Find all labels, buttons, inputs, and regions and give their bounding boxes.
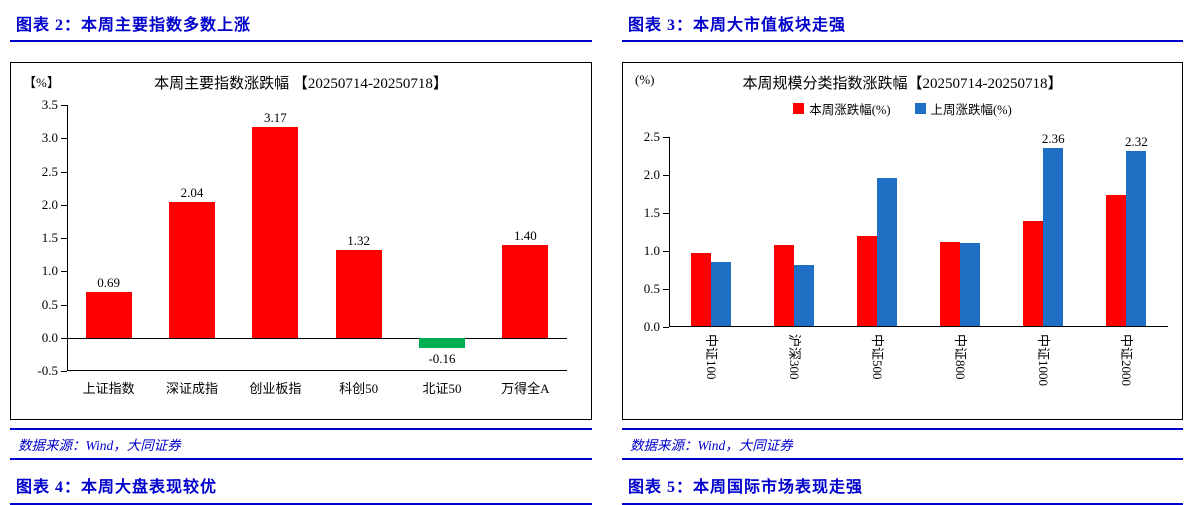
- bar: [876, 178, 897, 326]
- y-tick-label: 1.5: [643, 205, 660, 220]
- bar: [85, 291, 132, 338]
- y-tick-label: 2.5: [643, 129, 660, 144]
- y-tick-mark: [663, 175, 669, 176]
- legend-item: 本周涨跌幅(%): [793, 99, 891, 118]
- bar-value-label: 1.40: [513, 227, 537, 243]
- chart2-title: 本周主要指数涨跌幅 【20250714-20250718】: [154, 76, 448, 92]
- y-tick-mark: [61, 305, 67, 306]
- bar-value-label: 0.69: [97, 274, 121, 290]
- bar-value-label: -0.16: [428, 351, 456, 367]
- y-tick-mark: [61, 338, 67, 339]
- bar-value-label: 2.36: [1041, 130, 1065, 146]
- y-tick-label: 0.5: [41, 297, 58, 312]
- bar: [419, 337, 465, 349]
- chart3-data-source: 数据来源：Wind，大同证券: [622, 428, 1183, 460]
- y-tick-label: 0.0: [41, 330, 58, 345]
- y-tick-mark: [663, 251, 669, 252]
- bar-value-label: 3.17: [263, 109, 287, 125]
- x-category-label: 中证500: [869, 334, 885, 380]
- y-tick-mark: [61, 138, 67, 139]
- legend-swatch: [914, 103, 926, 114]
- bar: [793, 265, 814, 326]
- y-tick-label: 1.0: [41, 263, 58, 278]
- bar: [940, 241, 961, 326]
- bar-value-label: 2.32: [1125, 133, 1148, 149]
- y-tick-label: 0.0: [643, 319, 660, 334]
- bar: [856, 235, 877, 326]
- chart2-header: 图表 2：本周主要指数多数上涨: [10, 8, 592, 42]
- legend-swatch: [793, 103, 805, 114]
- chart3-title: 本周规模分类指数涨跌幅【20250714-20250718】: [742, 76, 1063, 92]
- y-tick-mark: [663, 327, 669, 328]
- bar: [690, 252, 711, 326]
- y-tick-label: 0.5: [643, 281, 660, 296]
- chart3-unit-label: (%): [635, 72, 655, 87]
- chart2-data-source: 数据来源：Wind，大同证券: [10, 428, 592, 460]
- x-category-label: 沪深300: [786, 334, 802, 380]
- legend-label: 上周涨跌幅(%): [930, 103, 1012, 117]
- y-tick-label: 2.5: [41, 164, 58, 179]
- right-column: 图表 3：本周大市值板块走强 (%) 本周规模分类指数涨跌幅【20250714-…: [622, 8, 1183, 505]
- chart4-header: 图表 4：本周大盘表现较优: [10, 470, 592, 505]
- y-axis-line: [67, 105, 68, 371]
- legend-item: 上周涨跌幅(%): [914, 99, 1012, 118]
- x-category-label: 北证50: [422, 381, 462, 396]
- y-tick-label: 1.5: [41, 230, 58, 245]
- y-tick-mark: [61, 205, 67, 206]
- bar: [252, 126, 299, 338]
- y-tick-label: -0.5: [37, 363, 58, 378]
- chart2-figure: 【%】 本周主要指数涨跌幅 【20250714-20250718】 -0.5 0.…: [10, 62, 592, 420]
- bar: [1106, 194, 1127, 326]
- legend-label: 本周涨跌幅(%): [809, 103, 891, 117]
- y-tick-label: 2.0: [643, 167, 660, 182]
- y-tick-mark: [61, 371, 67, 372]
- bar: [773, 244, 794, 326]
- x-category-label: 中证2000: [1119, 334, 1135, 387]
- x-category-label: 中证100: [703, 334, 719, 380]
- bar: [1126, 150, 1147, 326]
- y-tick-mark: [61, 105, 67, 106]
- y-tick-mark: [663, 213, 669, 214]
- bar: [1043, 147, 1064, 326]
- bar: [335, 249, 382, 338]
- y-tick-label: 3.0: [41, 130, 58, 145]
- bar: [710, 262, 731, 326]
- chart3-legend: 本周涨跌幅(%) 上周涨跌幅(%): [623, 99, 1182, 118]
- chart2-plot: -0.5 0.0 0.5 1.0 1.5 2.0 2.5 3.0 3.5 0.69 上证指数 2.04…: [37, 97, 567, 396]
- y-tick-mark: [663, 137, 669, 138]
- bar: [960, 242, 981, 326]
- y-tick-label: 2.0: [41, 197, 58, 212]
- zero-axis-line: [67, 338, 567, 339]
- y-tick-mark: [61, 238, 67, 239]
- bar-value-label: 1.32: [347, 232, 371, 248]
- y-tick-label: 1.0: [643, 243, 660, 258]
- y-axis-line: [669, 137, 670, 327]
- y-tick-label: 3.5: [41, 97, 58, 112]
- bar: [169, 202, 215, 338]
- chart3-plot: 0.0 0.5 1.0 1.5 2.0 2.5 2.36 2.32 中证100 沪深300 中证50…: [644, 129, 1168, 386]
- x-axis-line: [67, 370, 567, 371]
- x-category-label: 上证指数: [82, 381, 135, 396]
- x-category-label: 中证800: [953, 334, 969, 380]
- bar-value-label: 2.04: [180, 185, 204, 201]
- x-category-label: 万得全A: [501, 381, 550, 396]
- x-category-label: 科创50: [339, 381, 379, 396]
- y-tick-mark: [61, 172, 67, 173]
- chart2-unit-label: 【%】: [23, 75, 60, 90]
- chart3-header: 图表 3：本周大市值板块走强: [622, 8, 1183, 42]
- x-category-label: 中证1000: [1036, 334, 1052, 387]
- chart5-header: 图表 5：本周国际市场表现走强: [622, 470, 1183, 505]
- y-tick-mark: [663, 289, 669, 290]
- left-column: 图表 2：本周主要指数多数上涨 【%】 本周主要指数涨跌幅 【20250714-…: [10, 8, 592, 505]
- bar: [1023, 220, 1044, 326]
- x-axis-line: [669, 326, 1168, 327]
- y-tick-mark: [61, 271, 67, 272]
- chart3-figure: (%) 本周规模分类指数涨跌幅【20250714-20250718】 本周涨跌幅…: [622, 62, 1183, 420]
- x-category-label: 深证成指: [165, 381, 219, 396]
- x-category-label: 创业板指: [249, 381, 302, 396]
- bar: [502, 244, 549, 338]
